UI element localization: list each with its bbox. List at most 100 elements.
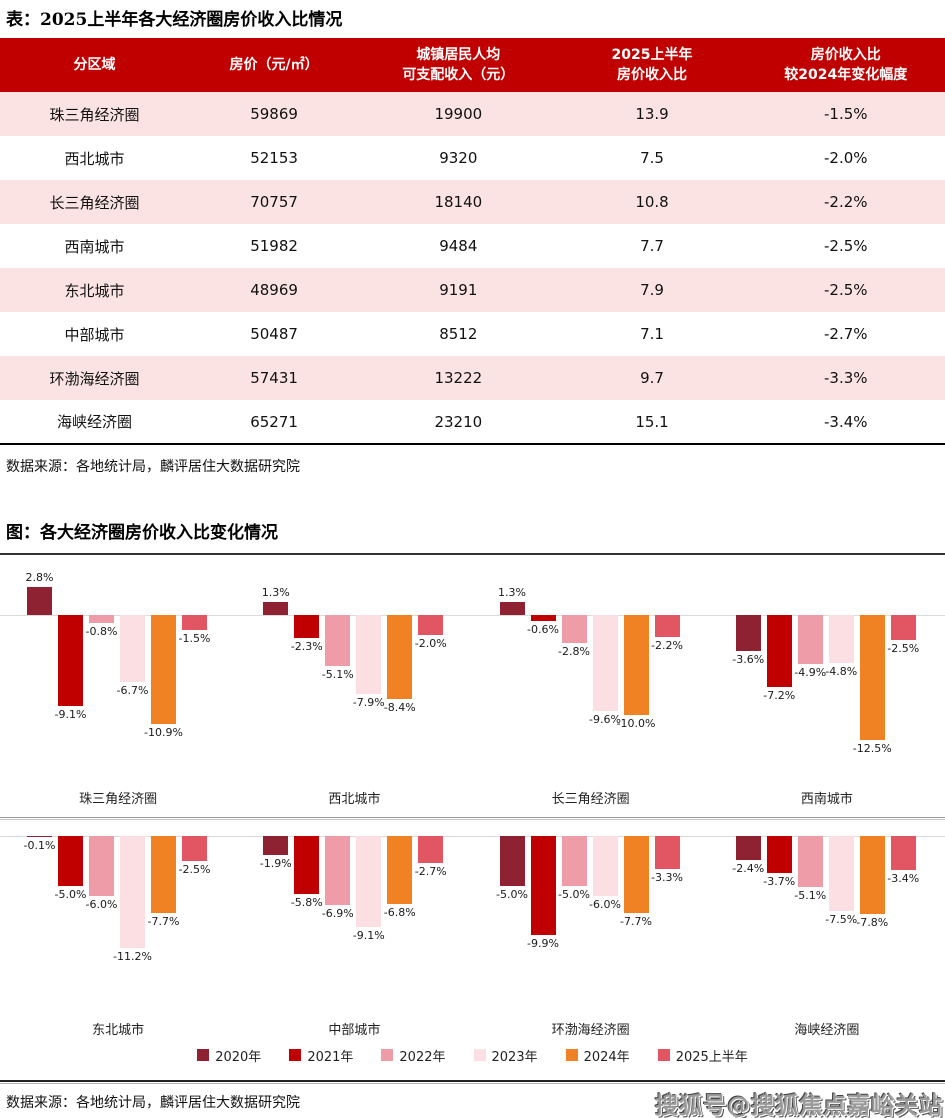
table-column-header: 城镇居民人均 可支配收入（元） bbox=[359, 38, 558, 93]
bar-2023年 bbox=[828, 615, 854, 664]
table-cell: 13.9 bbox=[635, 105, 669, 124]
table-cell: 东北城市 bbox=[64, 281, 125, 300]
bar-value-label: -1.9% bbox=[259, 857, 292, 871]
table-cell: 23210 bbox=[434, 412, 483, 431]
bar-2021年 bbox=[58, 615, 83, 707]
bar-2023年 bbox=[120, 615, 145, 683]
bar-value-label: -6.0% bbox=[85, 898, 118, 912]
bar-2021年 bbox=[294, 836, 320, 895]
bar-2022年 bbox=[325, 615, 351, 667]
table-cell: 13222 bbox=[434, 369, 483, 388]
price-income-table: 分区域 房价（元/㎡） 城镇居民人均 可支配收入（元） 2025上半年 房价收入比 房价收入… bbox=[0, 38, 945, 446]
bar-2023年 bbox=[120, 836, 145, 949]
table-cell: -2.2% bbox=[824, 193, 868, 212]
table-cell: 7.9 bbox=[640, 281, 664, 300]
bar-2025上半年 bbox=[418, 615, 444, 636]
chart-group: -3.6% -7.2% -4.9% -4.8% -12.5% -2.5% 西南城市 bbox=[709, 555, 945, 817]
bar-2020年 bbox=[499, 836, 525, 887]
bar-value-label: -5.8% bbox=[290, 896, 323, 910]
table-cell: -2.5% bbox=[824, 237, 868, 256]
bar-2021年 bbox=[766, 615, 792, 688]
bar-value-label: -2.4% bbox=[732, 862, 765, 876]
bar-value-label: -5.1% bbox=[794, 889, 827, 903]
chart-legend: 2020年 2021年 2022年 2023年 2024年 2025上半年 bbox=[0, 1046, 945, 1065]
bar-value-label: -11.2% bbox=[113, 950, 152, 964]
bar-value-label: -2.5% bbox=[887, 642, 920, 656]
table-cell: 西南城市 bbox=[64, 237, 125, 256]
bar-2025上半年 bbox=[418, 836, 444, 864]
bar-value-label: -3.3% bbox=[651, 871, 683, 885]
bar-2024年 bbox=[623, 615, 649, 716]
bar-2021年 bbox=[294, 615, 320, 639]
table-cell: 52153 bbox=[250, 149, 298, 168]
table-cell: 50487 bbox=[250, 325, 298, 344]
chart-footer: 数据来源：各地统计局，麟评居住大数据研究院 搜狐号@搜狐焦点嘉峪关站 bbox=[0, 1084, 945, 1118]
table-cell: -1.5% bbox=[824, 105, 868, 124]
bar-2021年 bbox=[530, 836, 556, 936]
bar-value-label: -9.9% bbox=[527, 937, 559, 951]
bar-value-label: -5.1% bbox=[321, 668, 354, 682]
table-cell: 长三角经济圈 bbox=[49, 193, 140, 212]
table-cell: -2.0% bbox=[824, 149, 868, 168]
bar-2022年 bbox=[561, 836, 587, 887]
bar-value-label: 1.3% bbox=[498, 586, 526, 600]
bar-2021年 bbox=[766, 836, 792, 874]
bar-value-label: 2.8% bbox=[25, 571, 54, 585]
table-column-header: 分区域 bbox=[0, 38, 189, 93]
table-cell: 环渤海经济圈 bbox=[49, 369, 140, 388]
legend-label: 2020年 bbox=[215, 1049, 262, 1065]
table-header: 分区域 房价（元/㎡） 城镇居民人均 可支配收入（元） 2025上半年 房价收入比 房价收入… bbox=[0, 38, 945, 93]
bar-value-label: -7.2% bbox=[763, 689, 796, 703]
bar-2020年 bbox=[263, 836, 289, 856]
legend-label: 2023年 bbox=[491, 1049, 538, 1065]
table-row: 长三角经济圈 70757 18140 10.8 -2.2% bbox=[0, 180, 945, 225]
legend-color-chip bbox=[381, 1049, 394, 1062]
bar-value-label: -3.4% bbox=[887, 872, 920, 886]
chart-row-bottom: -0.1% -5.0% -6.0% -11.2% -7.7% -2.5% 东北城市 -1.9%… bbox=[0, 820, 945, 1044]
table-row: 珠三角经济圈 59869 19900 13.9 -1.5% bbox=[0, 92, 945, 137]
group-caption: 海峡经济圈 bbox=[794, 1023, 860, 1039]
table-cell: 10.8 bbox=[635, 193, 669, 212]
group-caption: 珠三角经济圈 bbox=[79, 792, 158, 808]
chart-group: 1.3% -2.3% -5.1% -7.9% -8.4% -2.0% 西北城市 bbox=[236, 555, 472, 817]
bar-2022年 bbox=[797, 836, 823, 888]
table-cell: 7.7 bbox=[640, 237, 664, 256]
bar-2022年 bbox=[325, 836, 351, 906]
bar-2023年 bbox=[356, 615, 382, 695]
zero-axis-line bbox=[0, 836, 945, 838]
bar-2020年 bbox=[735, 836, 761, 861]
bar-value-label: -2.0% bbox=[414, 637, 447, 651]
bar-2025上半年 bbox=[182, 615, 207, 631]
bar-value-label: -7.5% bbox=[825, 913, 858, 927]
bar-2020年 bbox=[499, 602, 525, 616]
legend-item: 2020年 bbox=[197, 1046, 261, 1065]
legend-color-chip bbox=[197, 1049, 210, 1062]
legend-color-chip bbox=[657, 1049, 670, 1062]
legend-color-chip bbox=[473, 1049, 486, 1062]
table-cell: -3.4% bbox=[824, 412, 868, 431]
bar-2024年 bbox=[151, 836, 176, 914]
bar-value-label: -6.0% bbox=[589, 898, 621, 912]
bar-2023年 bbox=[592, 615, 618, 712]
table-cell: 8512 bbox=[439, 325, 478, 344]
group-caption: 东北城市 bbox=[92, 1023, 145, 1039]
chart-bottom-divider bbox=[0, 1080, 945, 1085]
bar-2023年 bbox=[356, 836, 382, 928]
legend-item: 2023年 bbox=[473, 1046, 538, 1065]
bar-value-label: -6.7% bbox=[116, 684, 149, 698]
group-caption: 长三角经济圈 bbox=[551, 792, 630, 808]
group-caption: 环渤海经济圈 bbox=[551, 1023, 630, 1039]
table-cell: 18140 bbox=[434, 193, 483, 212]
table-title: 表：2025上半年各大经济圈房价收入比情况 bbox=[6, 10, 343, 30]
table-column-header: 房价（元/㎡） bbox=[189, 38, 360, 93]
bar-value-label: -9.1% bbox=[352, 929, 385, 943]
table-column-header: 2025上半年 房价收入比 bbox=[557, 38, 747, 93]
bar-2020年 bbox=[735, 615, 761, 652]
table-row: 东北城市 48969 9191 7.9 -2.5% bbox=[0, 268, 945, 313]
group-caption: 西南城市 bbox=[800, 792, 853, 808]
table-cell: 9320 bbox=[439, 149, 478, 168]
chart-group: 2.8% -9.1% -0.8% -6.7% -10.9% -1.5% 珠三角经济圈 bbox=[0, 555, 236, 817]
bar-value-label: -7.9% bbox=[352, 696, 385, 710]
bar-2021年 bbox=[530, 615, 556, 622]
legend-label: 2022年 bbox=[399, 1049, 446, 1065]
